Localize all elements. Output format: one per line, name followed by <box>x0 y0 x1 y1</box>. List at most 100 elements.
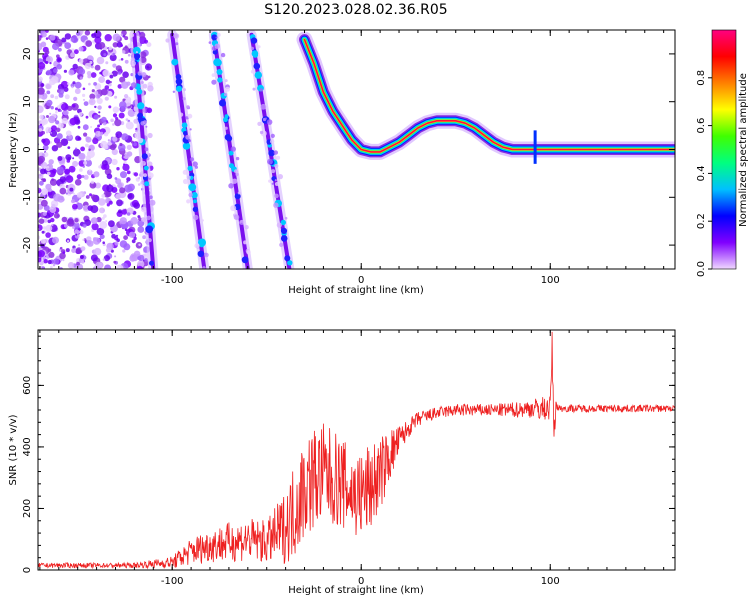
speckle-dot <box>114 95 118 99</box>
speckle-dot <box>90 180 94 184</box>
speckle-dot <box>89 181 97 189</box>
speckle-dot <box>130 188 134 192</box>
trace-speckle <box>216 32 221 37</box>
speckle-dot <box>46 99 53 106</box>
speckle-dot <box>65 175 74 183</box>
speckle-dot <box>38 173 44 180</box>
trace-spot <box>280 219 286 226</box>
speckle-dot <box>93 171 100 178</box>
trace-speckle <box>145 125 148 128</box>
speckle-dot <box>47 171 51 176</box>
speckle-dot <box>82 159 85 162</box>
trace-speckle <box>244 225 249 230</box>
trace-speckle <box>144 252 149 256</box>
trace-spot <box>181 122 188 128</box>
speckle-dot <box>80 146 85 152</box>
snr-plot-area <box>38 330 675 570</box>
speckle-dot <box>72 160 79 167</box>
speckle-dot <box>65 130 72 136</box>
speckle-dot <box>95 130 101 137</box>
trace-spot <box>175 74 182 80</box>
trace-speckle <box>142 83 148 89</box>
speckle-dot <box>82 124 89 131</box>
speckle-dot <box>124 59 129 64</box>
speckle-dot <box>111 158 118 166</box>
speckle-dot <box>119 101 127 109</box>
trace-speckle <box>257 121 262 126</box>
speckle-dot <box>72 63 78 70</box>
speckle-dot <box>88 148 91 152</box>
trace-spot <box>192 206 199 212</box>
speckle-dot <box>48 115 56 124</box>
speckle-dot <box>123 160 127 164</box>
trace-spot <box>217 77 223 83</box>
speckle-dot <box>85 115 89 119</box>
speckle-dot <box>90 65 94 69</box>
speckle-dot <box>93 247 102 256</box>
trace-spot <box>149 260 154 266</box>
speckle-dot <box>85 155 92 161</box>
speckle-dot <box>99 71 102 75</box>
speckle-dot <box>80 246 86 252</box>
speckle-dot <box>109 54 117 62</box>
speckle-dot <box>84 30 91 36</box>
speckle-dot <box>74 179 82 186</box>
speckle-dot <box>115 234 119 237</box>
speckle-dot <box>103 255 110 262</box>
trace-speckle <box>147 161 153 167</box>
snr-y-label: SNR (10 * v/v) <box>8 414 19 485</box>
trace-spot <box>253 62 261 70</box>
speckle-dot <box>98 165 102 169</box>
speckle-dot <box>71 248 76 254</box>
speckle-dot <box>101 116 107 123</box>
speckle-dot <box>42 211 47 216</box>
speckle-dot <box>127 53 131 57</box>
speckle-dot <box>55 120 60 125</box>
speckle-dot <box>104 168 112 176</box>
speckle-dot <box>85 136 92 143</box>
speckle-dot <box>120 44 123 47</box>
x-tick-label: 0 <box>358 275 364 286</box>
speckle-dot <box>115 193 121 200</box>
speckle-dot <box>99 131 104 136</box>
speckle-dot <box>59 187 67 195</box>
speckle-dot <box>86 239 92 246</box>
speckle-dot <box>38 42 43 51</box>
speckle-dot <box>52 236 59 244</box>
speckle-dot <box>117 84 123 89</box>
snr-y-tick-label: 400 <box>22 437 33 456</box>
trace-spot <box>216 69 223 75</box>
speckle-dot <box>83 98 85 101</box>
trace-speckle <box>149 199 156 206</box>
speckle-dot <box>70 52 76 58</box>
trace-speckle <box>225 86 230 92</box>
speckle-dot <box>107 141 112 146</box>
colorbar-tick-label: 0.4 <box>696 165 707 181</box>
trace-speckle <box>274 179 277 182</box>
speckle-dot <box>107 139 110 142</box>
speckle-dot <box>72 81 76 85</box>
speckle-dot <box>114 177 118 180</box>
speckle-dot <box>56 141 63 148</box>
speckle-dot <box>83 101 89 106</box>
speckle-dot <box>59 176 67 183</box>
speckle-dot <box>63 69 67 73</box>
speckle-dot <box>106 173 113 180</box>
trace-spot <box>187 165 193 171</box>
trace-spot <box>280 227 288 234</box>
speckle-dot <box>71 35 79 44</box>
speckle-dot <box>46 165 50 169</box>
speckle-dot <box>116 238 120 242</box>
snr-frame <box>37 329 676 571</box>
snr-x-tick-label: -100 <box>161 576 184 587</box>
trace-spot <box>228 150 234 156</box>
speckle-dot <box>138 217 142 221</box>
speckle-dot <box>64 94 70 100</box>
trace-spot <box>183 131 188 136</box>
trace-speckle <box>211 79 217 85</box>
speckle-dot <box>124 208 127 211</box>
speckle-dot <box>123 235 128 241</box>
speckle-dot <box>93 82 97 86</box>
colorbar-tick-label: 0.2 <box>696 213 707 229</box>
